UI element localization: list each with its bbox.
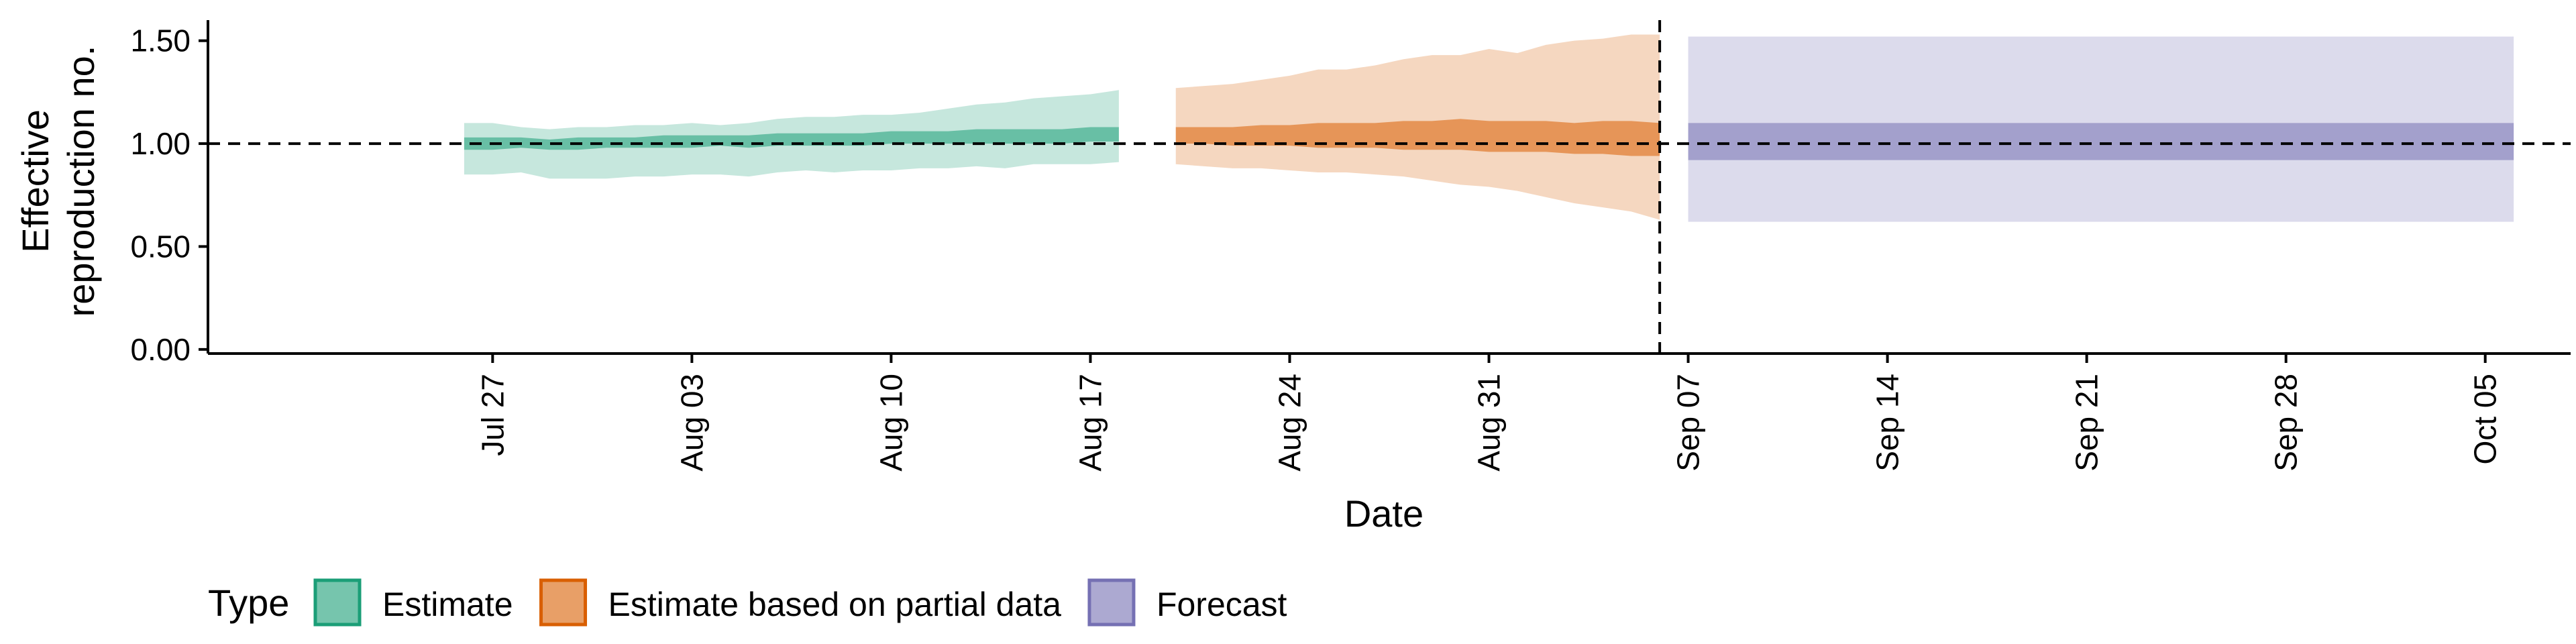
y-tick-label: 0.50 [130,229,191,264]
y-axis-label-line-1: Effective [14,109,56,253]
reference-lines [208,20,2571,354]
x-tick-label: Sep 21 [2070,374,2104,472]
x-tick-label: Aug 24 [1272,374,1307,472]
y-tick-label: 1.50 [130,23,191,58]
forecast-band-50 [1688,123,2514,160]
x-axis-label: Date [1344,492,1424,535]
legend-label-forecast: Forecast [1157,586,1287,623]
y-tick-label: 1.00 [130,126,191,161]
ribbon-layer [464,34,2514,222]
y-tick-label: 0.00 [130,332,191,367]
legend-title: Type [208,582,289,624]
legend-swatch-estimate [313,578,362,627]
x-tick-label: Oct 05 [2468,374,2503,465]
x-tick-label: Aug 10 [873,374,908,472]
legend-swatch-forecast [1087,578,1136,627]
y-axis-label-line-2: reproduction no. [60,46,102,317]
x-tick-label: Sep 14 [1870,374,1905,472]
estimate-based-on-partial-data-band-50 [1175,119,1660,156]
legend-label-estimate-based-on-partial-data: Estimate based on partial data [608,586,1062,623]
x-tick-label: Sep 07 [1671,374,1706,472]
x-tick-label: Sep 28 [2269,374,2304,472]
legend-swatch-estimate-based-on-partial-data [539,578,588,627]
legend-label-estimate: Estimate [382,586,513,623]
x-tick-label: Aug 17 [1073,374,1108,472]
legend: Type Estimate Estimate based on partial d… [208,578,1287,627]
estimate-band-50 [464,127,1119,150]
axes: 0.00 0.50 1.00 1.50 Jul 27 Aug 03 Aug 10 Aug 17… [130,20,2571,472]
x-tick-label: Aug 03 [674,374,709,472]
x-tick-label: Jul 27 [475,374,510,456]
x-tick-label: Aug 31 [1472,374,1507,472]
